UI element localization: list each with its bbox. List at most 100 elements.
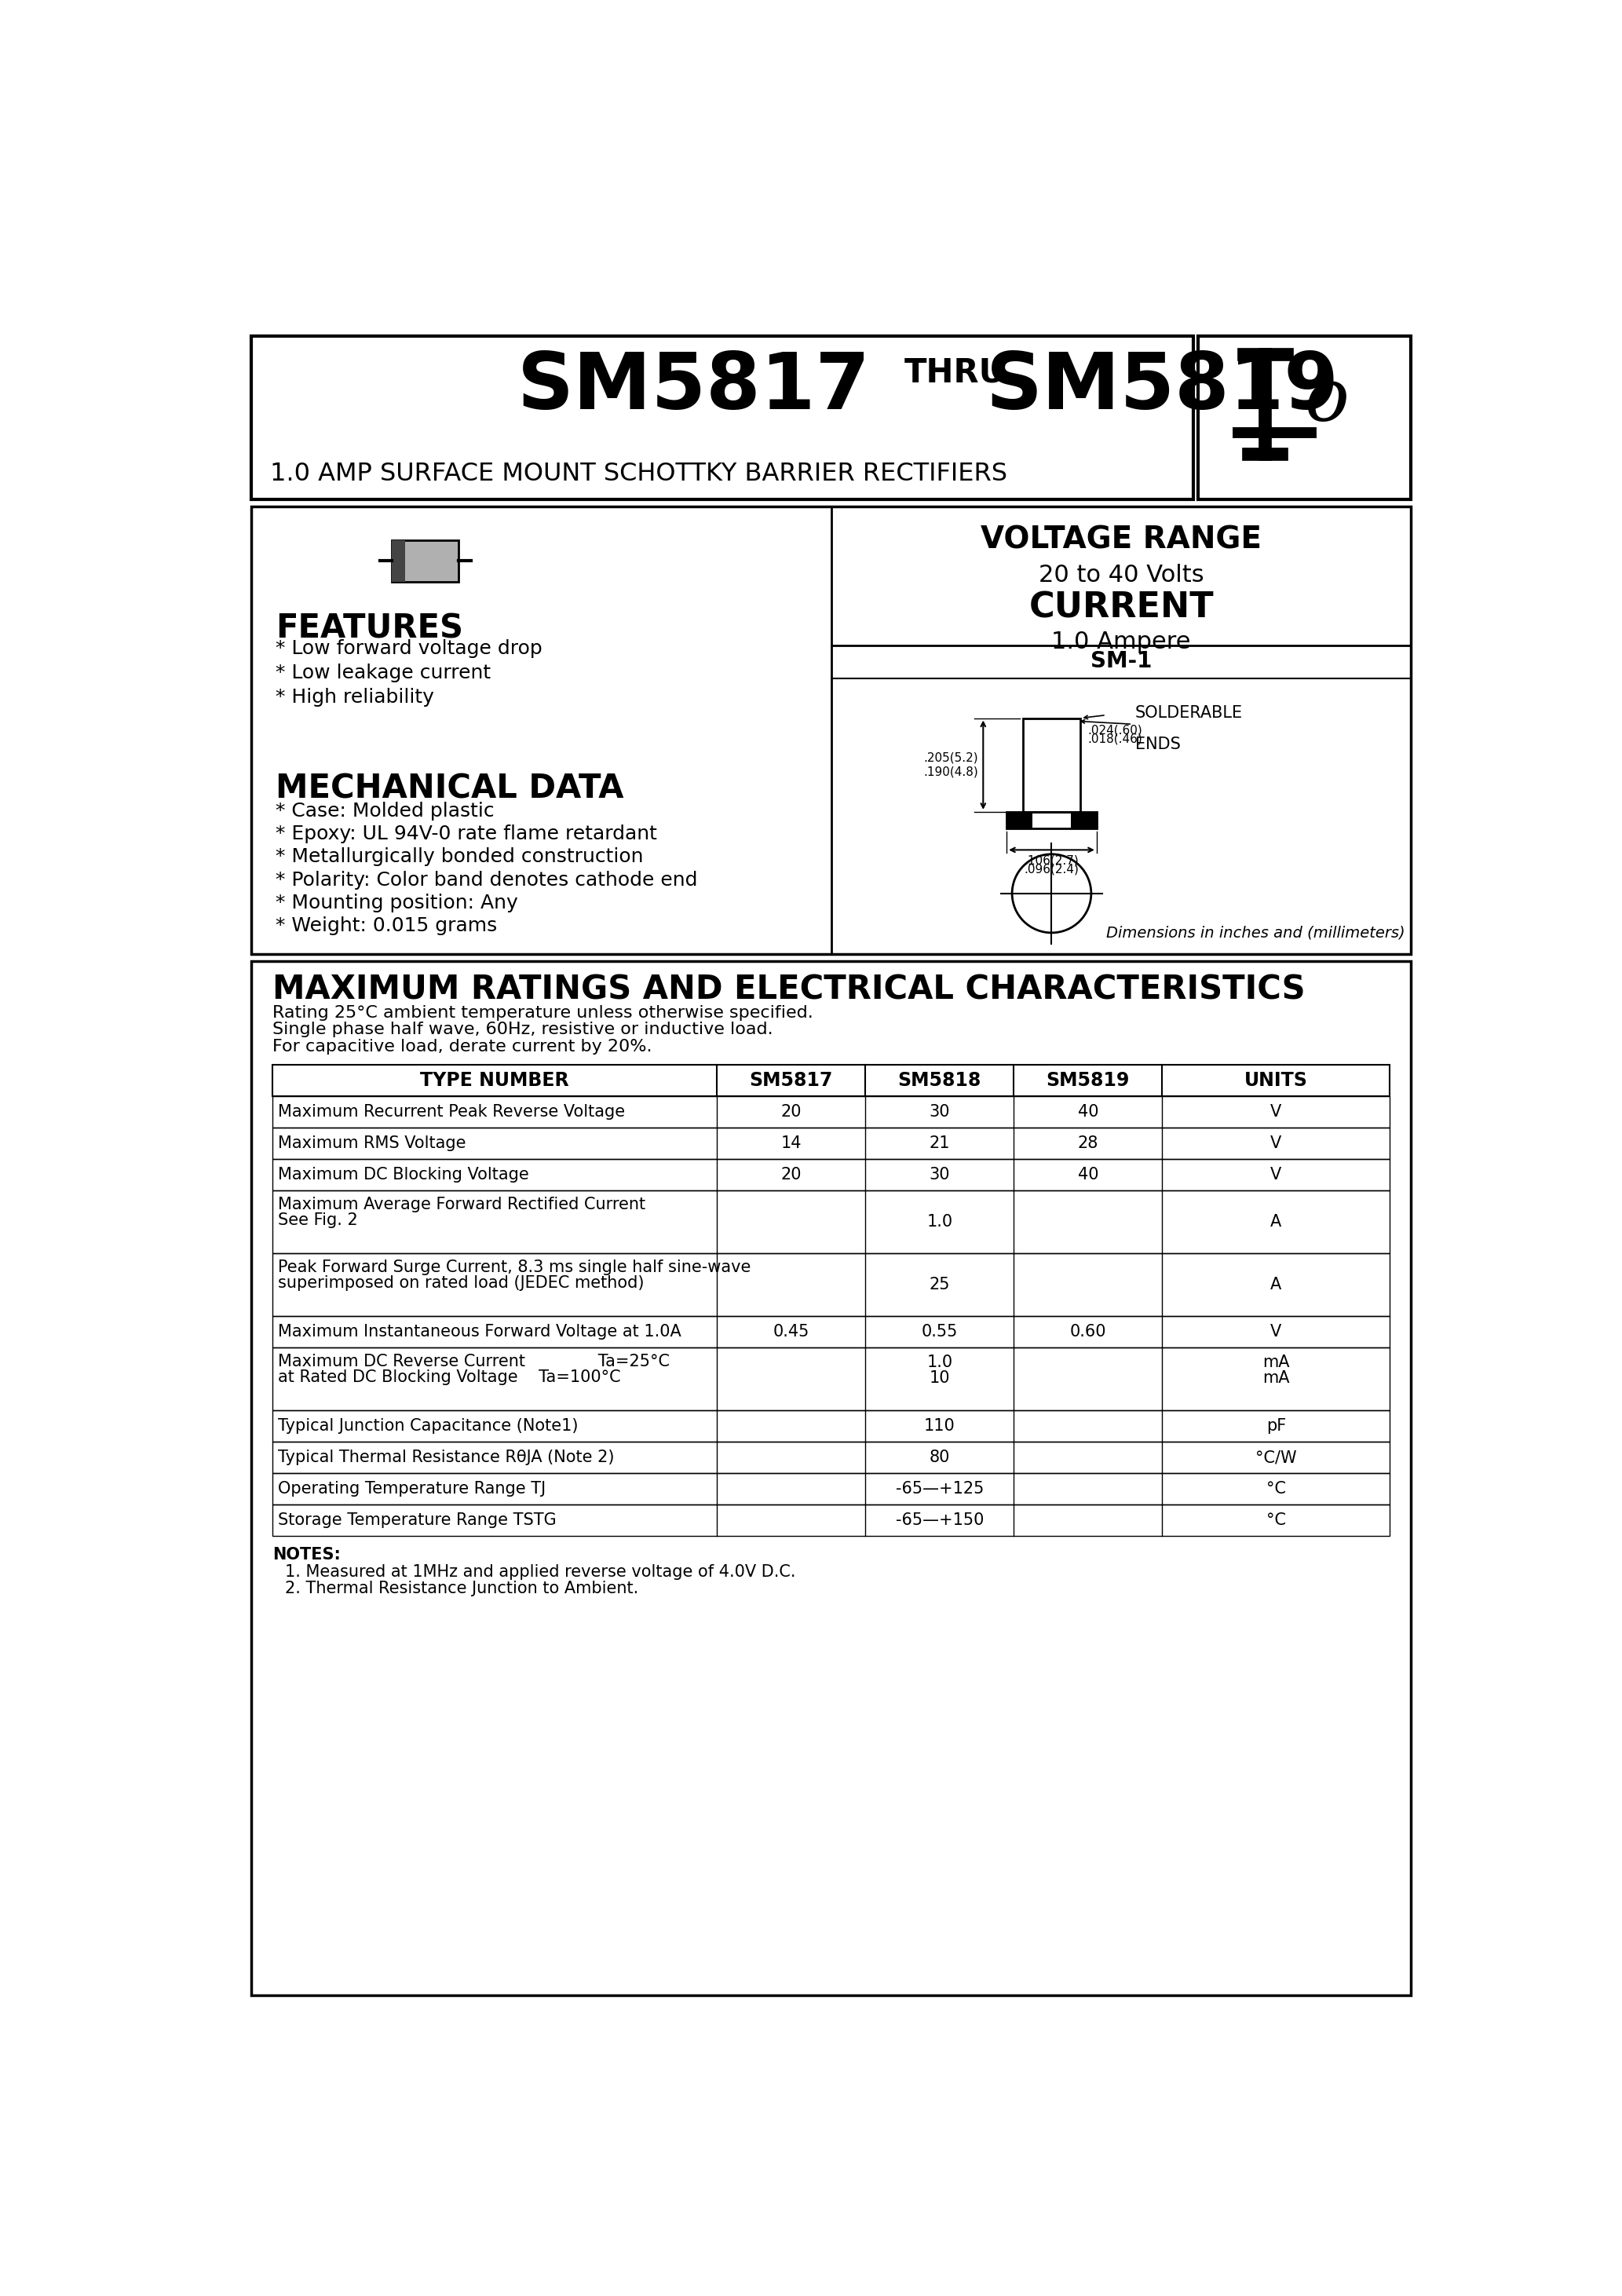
Text: * Metallurgically bonded construction: * Metallurgically bonded construction xyxy=(276,847,644,866)
Text: V: V xyxy=(1270,1134,1281,1150)
Text: 1.0 AMP SURFACE MOUNT SCHOTTKY BARRIER RECTIFIERS: 1.0 AMP SURFACE MOUNT SCHOTTKY BARRIER R… xyxy=(269,461,1007,487)
Text: 20: 20 xyxy=(780,1104,801,1120)
Text: superimposed on rated load (JEDEC method): superimposed on rated load (JEDEC method… xyxy=(277,1274,644,1290)
Text: V: V xyxy=(1270,1325,1281,1339)
Bar xyxy=(272,1095,1390,1127)
Text: A: A xyxy=(1270,1215,1281,1231)
Bar xyxy=(272,1410,1390,1442)
Text: .205(5.2): .205(5.2) xyxy=(923,751,978,765)
Text: mA: mA xyxy=(1262,1371,1289,1387)
Text: MAXIMUM RATINGS AND ELECTRICAL CHARACTERISTICS: MAXIMUM RATINGS AND ELECTRICAL CHARACTER… xyxy=(272,974,1306,1006)
Bar xyxy=(272,1474,1390,1504)
Text: 80: 80 xyxy=(929,1449,950,1465)
Bar xyxy=(272,1442,1390,1474)
Text: Maximum Recurrent Peak Reverse Voltage: Maximum Recurrent Peak Reverse Voltage xyxy=(277,1104,624,1120)
Text: at Rated DC Blocking Voltage    Ta=100°C: at Rated DC Blocking Voltage Ta=100°C xyxy=(277,1368,620,1384)
Text: 30: 30 xyxy=(929,1166,950,1182)
Text: 40: 40 xyxy=(1077,1104,1098,1120)
Text: Maximum Instantaneous Forward Voltage at 1.0A: Maximum Instantaneous Forward Voltage at… xyxy=(277,1325,681,1339)
Text: Dimensions in inches and (millimeters): Dimensions in inches and (millimeters) xyxy=(1106,925,1405,941)
Text: See Fig. 2: See Fig. 2 xyxy=(277,1212,357,1228)
Text: 1.0: 1.0 xyxy=(926,1355,952,1371)
Text: 40: 40 xyxy=(1077,1166,1098,1182)
Text: 0.45: 0.45 xyxy=(774,1325,809,1339)
Text: Rating 25°C ambient temperature unless otherwise specified.: Rating 25°C ambient temperature unless o… xyxy=(272,1006,814,1019)
Text: SM5818: SM5818 xyxy=(899,1070,981,1091)
Text: * Mounting position: Any: * Mounting position: Any xyxy=(276,893,517,912)
Text: 1.0 Ampere: 1.0 Ampere xyxy=(1051,631,1191,652)
Text: * High reliability: * High reliability xyxy=(276,689,435,707)
Text: Typical Junction Capacitance (Note1): Typical Junction Capacitance (Note1) xyxy=(277,1419,577,1435)
Text: 0.60: 0.60 xyxy=(1071,1325,1106,1339)
Text: 20: 20 xyxy=(780,1166,801,1182)
Text: * Low forward voltage drop: * Low forward voltage drop xyxy=(276,641,542,659)
Text: NOTES:: NOTES: xyxy=(272,1548,341,1564)
Text: For capacitive load, derate current by 20%.: For capacitive load, derate current by 2… xyxy=(272,1038,652,1054)
Text: 25: 25 xyxy=(929,1277,950,1293)
Text: .190(4.8): .190(4.8) xyxy=(923,767,978,778)
Text: 20 to 40 Volts: 20 to 40 Volts xyxy=(1038,565,1204,588)
Text: THRU: THRU xyxy=(903,356,1006,388)
Text: .106(2.7): .106(2.7) xyxy=(1023,854,1079,866)
Text: 0.55: 0.55 xyxy=(921,1325,957,1339)
Bar xyxy=(251,335,1194,498)
Text: Maximum RMS Voltage: Maximum RMS Voltage xyxy=(277,1134,466,1150)
Text: mA: mA xyxy=(1262,1355,1289,1371)
Text: Operating Temperature Range TJ: Operating Temperature Range TJ xyxy=(277,1481,545,1497)
Bar xyxy=(1007,813,1096,829)
Text: FEATURES: FEATURES xyxy=(276,613,464,645)
Text: o: o xyxy=(1304,365,1350,436)
Bar xyxy=(272,1127,1390,1159)
Text: 28: 28 xyxy=(1077,1134,1098,1150)
Text: Maximum DC Blocking Voltage: Maximum DC Blocking Voltage xyxy=(277,1166,529,1182)
Text: MECHANICAL DATA: MECHANICAL DATA xyxy=(276,771,624,806)
Text: 30: 30 xyxy=(929,1104,950,1120)
Text: .018(.46): .018(.46) xyxy=(1088,732,1142,744)
Text: 1.0: 1.0 xyxy=(926,1215,952,1231)
Text: SM5817: SM5817 xyxy=(749,1070,832,1091)
Text: V: V xyxy=(1270,1166,1281,1182)
Bar xyxy=(1007,813,1032,829)
Text: 110: 110 xyxy=(925,1419,955,1435)
Bar xyxy=(1199,335,1411,498)
Text: * Epoxy: UL 94V-0 rate flame retardant: * Epoxy: UL 94V-0 rate flame retardant xyxy=(276,824,657,843)
Text: °C: °C xyxy=(1267,1513,1286,1529)
Text: SM5817: SM5817 xyxy=(517,349,871,425)
Text: Typical Thermal Resistance RθJA (Note 2): Typical Thermal Resistance RθJA (Note 2) xyxy=(277,1449,615,1465)
Bar xyxy=(272,1189,1390,1254)
Text: * Case: Molded plastic: * Case: Molded plastic xyxy=(276,801,495,820)
Text: °C: °C xyxy=(1267,1481,1286,1497)
Bar xyxy=(251,962,1411,1995)
Text: .096(2.4): .096(2.4) xyxy=(1023,863,1079,875)
Text: Peak Forward Surge Current, 8.3 ms single half sine-wave: Peak Forward Surge Current, 8.3 ms singl… xyxy=(277,1258,751,1274)
Text: Maximum Average Forward Rectified Current: Maximum Average Forward Rectified Curren… xyxy=(277,1196,646,1212)
Bar xyxy=(272,1504,1390,1536)
Bar xyxy=(393,540,459,581)
Text: 1. Measured at 1MHz and applied reverse voltage of 4.0V D.C.: 1. Measured at 1MHz and applied reverse … xyxy=(285,1564,796,1580)
Text: V: V xyxy=(1270,1104,1281,1120)
Text: SOLDERABLE: SOLDERABLE xyxy=(1135,705,1242,721)
Text: ENDS: ENDS xyxy=(1135,737,1181,753)
Text: 10: 10 xyxy=(929,1371,950,1387)
Text: Maximum DC Reverse Current              Ta=25°C: Maximum DC Reverse Current Ta=25°C xyxy=(277,1355,670,1368)
Text: pF: pF xyxy=(1267,1419,1286,1435)
Text: °C/W: °C/W xyxy=(1255,1449,1296,1465)
Bar xyxy=(1023,719,1080,813)
Text: Storage Temperature Range TSTG: Storage Temperature Range TSTG xyxy=(277,1513,556,1529)
Text: A: A xyxy=(1270,1277,1281,1293)
Bar xyxy=(393,540,406,581)
Text: TYPE NUMBER: TYPE NUMBER xyxy=(420,1070,569,1091)
Text: .024(.60): .024(.60) xyxy=(1088,723,1142,737)
Text: SM5819: SM5819 xyxy=(1046,1070,1131,1091)
Bar xyxy=(272,1348,1390,1410)
Bar xyxy=(272,1254,1390,1316)
Bar xyxy=(272,1065,1390,1095)
Bar xyxy=(251,507,1411,953)
Bar xyxy=(272,1316,1390,1348)
Text: VOLTAGE RANGE: VOLTAGE RANGE xyxy=(981,523,1262,553)
Text: -65—+150: -65—+150 xyxy=(895,1513,983,1529)
Text: * Weight: 0.015 grams: * Weight: 0.015 grams xyxy=(276,916,498,934)
Text: * Low leakage current: * Low leakage current xyxy=(276,664,491,682)
Text: 14: 14 xyxy=(780,1134,801,1150)
Text: SM-1: SM-1 xyxy=(1090,650,1152,673)
